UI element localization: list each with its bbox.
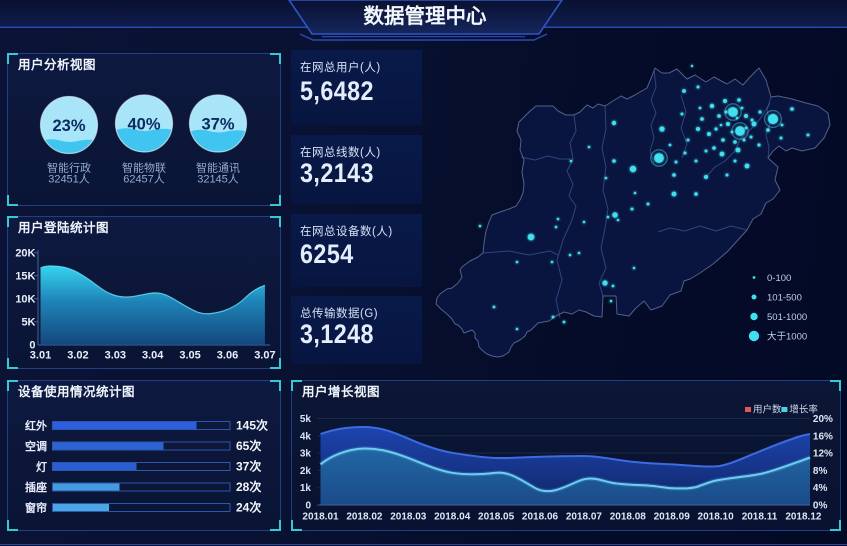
svg-text:智能行政: 智能行政 <box>47 161 91 175</box>
svg-text:15K: 15K <box>15 271 35 283</box>
svg-text:数据管理中心: 数据管理中心 <box>364 4 487 28</box>
svg-text:5k: 5k <box>300 414 312 425</box>
svg-text:灯: 灯 <box>36 460 47 474</box>
svg-text:2018.02: 2018.02 <box>346 512 383 523</box>
svg-text:3.01: 3.01 <box>30 350 51 362</box>
svg-text:101-500: 101-500 <box>767 293 802 304</box>
svg-text:28次: 28次 <box>236 479 261 494</box>
svg-text:5K: 5K <box>21 317 35 329</box>
svg-text:2018.12: 2018.12 <box>785 512 822 523</box>
svg-text:40%: 40% <box>127 116 160 134</box>
svg-text:20%: 20% <box>813 414 833 425</box>
svg-text:2018.10: 2018.10 <box>698 512 735 523</box>
svg-text:32145人: 32145人 <box>197 173 239 186</box>
svg-text:2018.09: 2018.09 <box>654 512 691 523</box>
svg-text:智能物联: 智能物联 <box>122 161 166 175</box>
svg-text:65次: 65次 <box>236 438 261 453</box>
svg-text:3.05: 3.05 <box>179 350 200 362</box>
svg-text:0-100: 0-100 <box>767 273 791 284</box>
svg-text:145次: 145次 <box>236 418 268 433</box>
svg-text:10K: 10K <box>15 294 35 306</box>
svg-text:37次: 37次 <box>236 459 261 474</box>
svg-text:红外: 红外 <box>25 419 47 433</box>
svg-text:23%: 23% <box>52 117 85 135</box>
svg-text:2k: 2k <box>300 466 312 477</box>
svg-text:2018.06: 2018.06 <box>522 512 559 523</box>
svg-text:2018.07: 2018.07 <box>566 512 603 523</box>
svg-text:2018.08: 2018.08 <box>610 512 647 523</box>
svg-text:增长率: 增长率 <box>789 404 818 416</box>
svg-text:0%: 0% <box>813 501 828 512</box>
svg-text:插座: 插座 <box>25 480 47 494</box>
svg-text:8%: 8% <box>813 466 828 477</box>
svg-text:0: 0 <box>305 501 311 512</box>
svg-text:16%: 16% <box>813 431 833 442</box>
svg-text:2018.01: 2018.01 <box>302 512 339 523</box>
svg-text:3.07: 3.07 <box>254 350 275 362</box>
svg-text:3.04: 3.04 <box>142 350 164 362</box>
svg-text:62457人: 62457人 <box>123 173 165 186</box>
svg-text:0: 0 <box>29 340 35 352</box>
svg-text:3.03: 3.03 <box>105 350 126 362</box>
svg-text:24次: 24次 <box>236 500 261 515</box>
svg-text:空调: 空调 <box>25 439 47 453</box>
svg-text:501-1000: 501-1000 <box>767 312 807 323</box>
svg-text:37%: 37% <box>201 116 234 134</box>
svg-text:3.02: 3.02 <box>67 350 88 362</box>
svg-text:20K: 20K <box>15 248 35 260</box>
svg-text:2018.05: 2018.05 <box>478 512 515 523</box>
svg-text:2018.03: 2018.03 <box>390 512 427 523</box>
svg-text:2018.04: 2018.04 <box>434 512 471 523</box>
svg-text:2018.11: 2018.11 <box>742 512 778 523</box>
svg-text:1k: 1k <box>300 483 312 494</box>
svg-text:4k: 4k <box>300 431 312 442</box>
svg-text:大于1000: 大于1000 <box>767 331 807 343</box>
svg-text:智能通讯: 智能通讯 <box>196 161 240 175</box>
svg-text:窗帘: 窗帘 <box>25 501 47 515</box>
svg-text:3.06: 3.06 <box>217 350 238 362</box>
svg-text:用户数: 用户数 <box>753 404 782 416</box>
svg-text:3k: 3k <box>300 449 312 460</box>
svg-text:32451人: 32451人 <box>48 173 90 186</box>
svg-text:4%: 4% <box>813 483 828 494</box>
svg-text:12%: 12% <box>813 449 833 460</box>
